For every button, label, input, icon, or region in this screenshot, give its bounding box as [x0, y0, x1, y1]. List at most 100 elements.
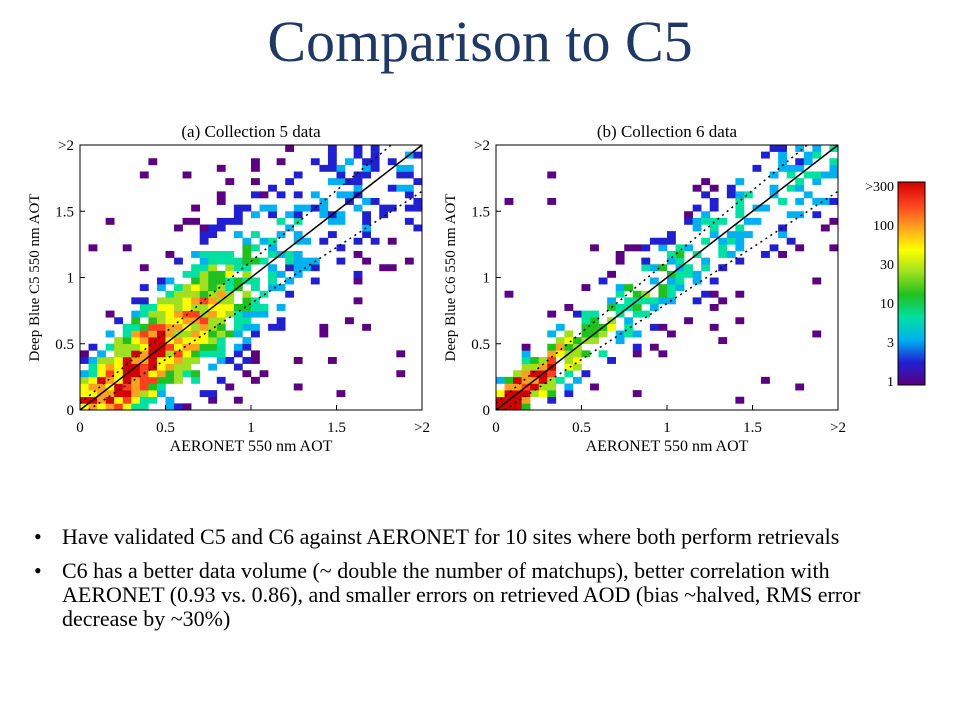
x-tick-label: 0.5 — [572, 420, 591, 436]
heatmap-cell — [667, 257, 676, 265]
heatmap-cell — [174, 323, 183, 331]
heatmap-cell — [829, 244, 839, 252]
heatmap-cell — [233, 211, 243, 219]
heatmap-cell — [353, 178, 363, 186]
heatmap-cell — [387, 264, 397, 272]
heatmap-cell — [233, 277, 243, 285]
heatmap-cell — [692, 217, 702, 225]
heatmap-cell — [165, 251, 175, 258]
heatmap-cell — [225, 217, 235, 225]
heatmap-cell — [513, 383, 522, 391]
heatmap-cell — [521, 343, 531, 351]
heatmap-cell — [336, 164, 346, 172]
heatmap-cell — [607, 323, 616, 331]
heatmap-cell — [726, 237, 736, 245]
heatmap-cell — [242, 343, 252, 351]
heatmap-cell — [122, 357, 132, 364]
heatmap-cell — [139, 330, 149, 338]
heatmap-cell — [632, 244, 642, 252]
heatmap-cell — [268, 284, 277, 292]
heatmap-cell — [667, 231, 676, 239]
heatmap-cell — [684, 264, 693, 272]
heatmap-cell — [667, 284, 676, 292]
heatmap-cell — [812, 171, 822, 179]
heatmap-cell — [336, 171, 346, 179]
heatmap-cell — [242, 370, 252, 378]
heatmap-cell — [624, 317, 634, 325]
heatmap-cell — [743, 217, 753, 225]
heatmap-cell — [105, 217, 115, 225]
heatmap-cell — [165, 370, 175, 378]
heatmap-cell — [191, 297, 200, 305]
heatmap-cell — [820, 171, 830, 179]
heatmap-cell — [97, 403, 106, 411]
heatmap-cell — [302, 237, 312, 245]
heatmap-cell — [803, 151, 813, 159]
heatmap-cell — [624, 330, 634, 338]
x-tick-label: 1 — [663, 420, 671, 436]
heatmap-cell — [795, 178, 805, 186]
heatmap-cell — [555, 337, 565, 345]
heatmap-cell — [293, 264, 303, 272]
heatmap-cell — [547, 330, 557, 338]
heatmap-cell — [242, 297, 252, 305]
heatmap-cell — [327, 151, 337, 159]
heatmap-cell — [353, 145, 363, 152]
heatmap-cell — [829, 217, 839, 225]
heatmap-cell — [156, 330, 166, 338]
y-tick-label: >2 — [474, 138, 490, 154]
heatmap-cell — [251, 164, 260, 172]
heatmap-cell — [496, 376, 505, 384]
heatmap-cell — [174, 290, 183, 298]
heatmap-cell — [105, 363, 115, 371]
heatmap-cell — [208, 363, 218, 371]
heatmap-cell — [718, 337, 728, 345]
heatmap-cell — [285, 257, 295, 265]
heatmap-cell — [675, 284, 685, 292]
heatmap-cell — [88, 383, 98, 391]
heatmap-cell — [242, 323, 252, 331]
heatmap-cell — [88, 403, 98, 411]
heatmap-cell — [131, 350, 141, 358]
heatmap-cell — [97, 363, 106, 371]
heatmap-cell — [114, 350, 124, 358]
heatmap-cell — [191, 357, 200, 364]
heatmap-cell — [165, 350, 175, 358]
heatmap-cell — [174, 257, 183, 265]
heatmap-cell — [139, 390, 149, 398]
heatmap-cell — [778, 145, 787, 152]
heatmap-cell — [735, 198, 745, 205]
heatmap-cell — [521, 376, 531, 384]
heatmap-cell — [547, 390, 557, 398]
heatmap-cell — [191, 376, 200, 384]
heatmap-cell — [276, 158, 286, 166]
heatmap-cell — [379, 204, 389, 212]
heatmap-cell — [156, 390, 166, 398]
heatmap-cell — [233, 204, 243, 212]
heatmap-cell — [413, 198, 423, 205]
heatmap-cell — [208, 350, 218, 358]
heatmap-cell — [293, 211, 303, 219]
heatmap-cell — [122, 390, 132, 398]
heatmap-cell — [538, 376, 548, 384]
heatmap-cell — [139, 264, 149, 272]
heatmap-cell — [199, 323, 209, 331]
heatmap-cell — [327, 231, 337, 239]
heatmap-cell — [233, 257, 243, 265]
heatmap-cell — [667, 237, 676, 245]
heatmap-cell — [547, 396, 557, 404]
heatmap-cell — [97, 396, 106, 404]
bullet-dot-icon: • — [34, 524, 42, 549]
heatmap-cell — [362, 217, 371, 225]
heatmap-cell — [362, 257, 371, 265]
heatmap-cell — [521, 350, 531, 358]
heatmap-cell — [786, 237, 796, 245]
heatmap-cell — [607, 297, 616, 305]
heatmap-cell — [504, 403, 514, 411]
heatmap-cell — [191, 270, 200, 278]
heatmap-cell — [242, 357, 252, 364]
heatmap-cell — [259, 191, 269, 199]
heatmap-cell — [216, 290, 226, 298]
heatmap-cell — [795, 184, 805, 192]
heatmap-cell — [80, 396, 89, 404]
